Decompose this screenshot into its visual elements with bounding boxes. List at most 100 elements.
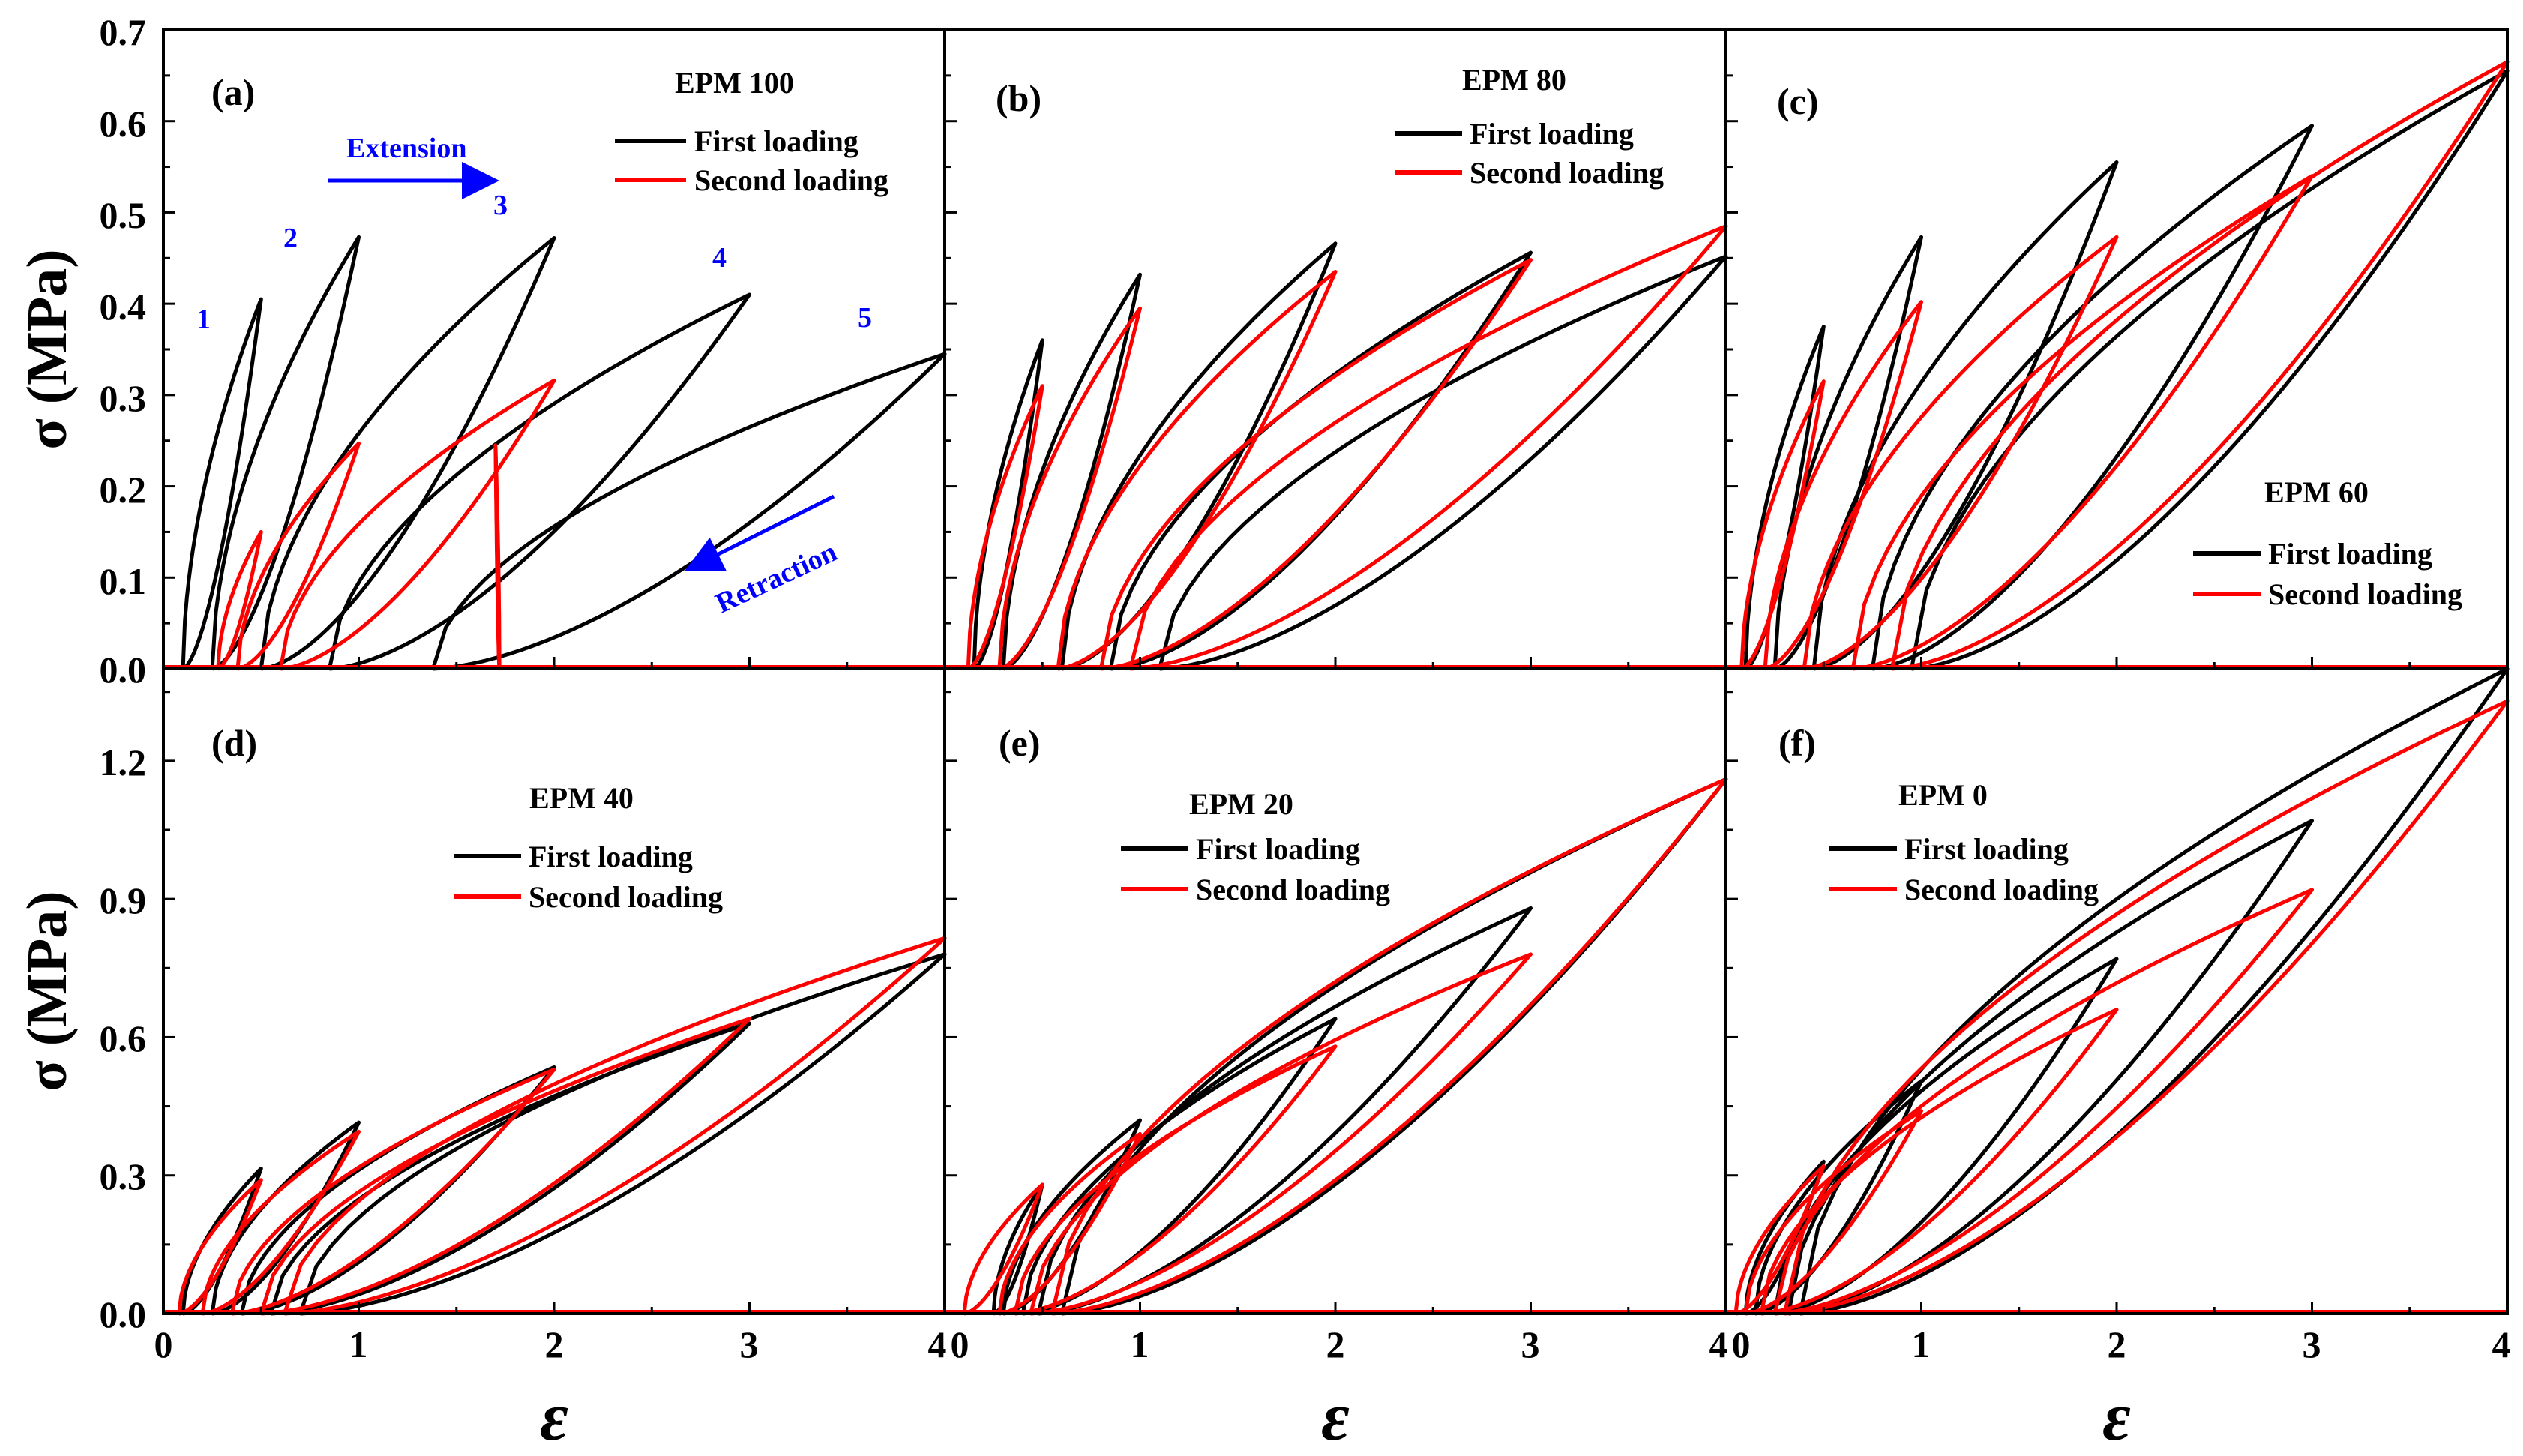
panel-c-second-loop-2 (1763, 300, 1923, 671)
panel-label-c: (c) (1777, 80, 1819, 122)
xtick-f-2: 2 (2108, 1323, 2126, 1365)
ytick-top-2: 0.2 (100, 469, 147, 511)
legend-d-first: First loading (529, 840, 693, 873)
ytick-bottom-1: 0.3 (100, 1155, 147, 1197)
x-axis-title-d: ε (540, 1378, 568, 1455)
ytick-top-6: 0.6 (100, 103, 147, 145)
legend-c-title: EPM 60 (2264, 475, 2369, 509)
panel-a-first-loop-1 (181, 297, 263, 671)
panel-frames (162, 28, 2509, 1315)
panel-f-first-loop-4 (1786, 819, 2314, 1316)
panel-labels: (a) (b) (c) (d) (e) (f) (211, 71, 1819, 764)
xtick-f-1: 1 (1912, 1323, 1931, 1365)
cycle-label-3: 3 (493, 190, 508, 221)
panel-e-second-loop-5 (1050, 777, 1728, 1316)
axis-ticks (162, 28, 2509, 1315)
xtick-d-1: 1 (349, 1323, 368, 1365)
panel-a-second-loop-2 (235, 441, 361, 671)
xtick-d-3: 3 (740, 1323, 759, 1365)
legend-c-first: First loading (2268, 537, 2432, 571)
ytick-top-5: 0.5 (100, 194, 147, 236)
ytick-bottom-4: 1.2 (100, 741, 147, 783)
legend-c-second: Second loading (2268, 577, 2462, 611)
legend-e-first: First loading (1196, 832, 1360, 866)
legend-f-first: First loading (1904, 832, 2069, 866)
legend-b-first: First loading (1470, 117, 1634, 151)
legend-f-second: Second loading (1904, 873, 2099, 906)
xtick-e-2: 2 (1326, 1323, 1345, 1365)
legend-e-title: EPM 20 (1189, 787, 1293, 821)
panel-label-b: (b) (996, 77, 1041, 119)
panel-a-second-loop-3 (278, 378, 556, 671)
panel-b-second-loop-1 (966, 384, 1044, 671)
panel-f-second-loop-2 (1743, 1109, 1923, 1316)
legend-a-first: First loading (694, 124, 858, 158)
panel-a-first-loop-4 (327, 292, 751, 671)
y-axis-title-top: σ (MPa) (16, 249, 79, 449)
panel-label-f: (f) (1778, 722, 1816, 764)
panel-c-first-loop-3 (1811, 160, 2119, 671)
panel-a-annotations: Extension Retraction 1 2 3 4 5 (196, 133, 872, 619)
panel-e-second-loop-1 (962, 1182, 1044, 1316)
ytick-bottom-0: 0.0 (100, 1293, 147, 1335)
cycle-label-5: 5 (858, 302, 872, 334)
y-tick-labels-top: 0.0 0.1 0.2 0.3 0.4 0.5 0.6 0.7 (100, 11, 147, 691)
x-axis-title-e: ε (1321, 1378, 1350, 1455)
legend-b-title: EPM 80 (1462, 63, 1566, 97)
panel-f-second-loop-3 (1759, 1008, 2119, 1316)
panel-a-second-loop-4 (493, 443, 502, 670)
legend-e: EPM 20 First loading Second loading (1121, 787, 1390, 906)
x-axis-title-f: ε (2102, 1378, 2131, 1455)
x-tick-labels: 0 1 2 3 4 0 1 2 3 4 0 1 2 3 4 (154, 1323, 2511, 1365)
panel-a-first-loop-3 (259, 236, 556, 671)
panel-f-first-loop-5 (1798, 667, 2510, 1316)
ytick-top-7: 0.7 (100, 11, 147, 53)
xtick-e-1: 1 (1131, 1323, 1149, 1365)
panel-d-second-loop-4 (259, 1017, 751, 1316)
xtick-d-2: 2 (545, 1323, 564, 1365)
panel-f-frame (1724, 667, 2509, 1315)
xtick-d-0: 0 (154, 1323, 173, 1365)
xtick-e-0: 0 (951, 1323, 969, 1365)
y-tick-labels-bottom: 0.0 0.3 0.6 0.9 1.2 (100, 741, 147, 1335)
panel-e-second-loop-4 (1029, 952, 1533, 1316)
panel-d-second-loop-2 (200, 1129, 361, 1316)
y-axis-title-bottom: σ (MPa) (16, 891, 79, 1091)
extension-label: Extension (346, 133, 466, 164)
ytick-top-3: 0.3 (100, 377, 147, 419)
ytick-bottom-3: 0.9 (100, 879, 147, 921)
panel-d-first-loop-4 (268, 1021, 751, 1316)
legend-f: EPM 0 First loading Second loading (1829, 778, 2099, 906)
legend-d: EPM 40 First loading Second loading (454, 781, 723, 914)
legend-a-second: Second loading (694, 163, 888, 197)
panel-label-a: (a) (211, 71, 255, 113)
panel-c-second-loop-3 (1802, 235, 2119, 671)
panel-f-first-loop-1 (1743, 1159, 1826, 1316)
xtick-f-4: 4 (2492, 1323, 2511, 1365)
ytick-top-4: 0.4 (100, 286, 147, 328)
legend-c: EPM 60 First loading Second loading (2193, 475, 2462, 611)
panel-f-second-loop-4 (1772, 888, 2314, 1316)
xtick-f-3: 3 (2303, 1323, 2321, 1365)
panel-e-second-loop-3 (1013, 1044, 1338, 1316)
ytick-top-1: 0.1 (100, 560, 147, 602)
panel-e-first-loop-4 (1036, 906, 1533, 1316)
legend-d-title: EPM 40 (529, 781, 634, 815)
panel-d-second-loop-5 (283, 936, 947, 1316)
legend-b: EPM 80 First loading Second loading (1395, 63, 1664, 190)
panel-e-second-loop-2 (997, 1131, 1142, 1316)
panel-c-first-loop-4 (1870, 124, 2314, 671)
panel-b-second-loop-2 (997, 306, 1142, 671)
cycle-label-4: 4 (712, 242, 727, 274)
panel-b-second-loop-4 (1098, 258, 1533, 671)
legend-d-second: Second loading (529, 880, 723, 914)
panel-b-first-loop-5 (1158, 254, 1728, 671)
panel-c-frame (1724, 28, 2509, 670)
cycle-label-2: 2 (283, 223, 298, 254)
xtick-e-3: 3 (1521, 1323, 1540, 1365)
panel-label-e: (e) (999, 722, 1041, 764)
xtick-f-0: 0 (1732, 1323, 1751, 1365)
legend-f-title: EPM 0 (1898, 778, 1988, 812)
panel-b-second-loop-3 (1056, 270, 1338, 671)
